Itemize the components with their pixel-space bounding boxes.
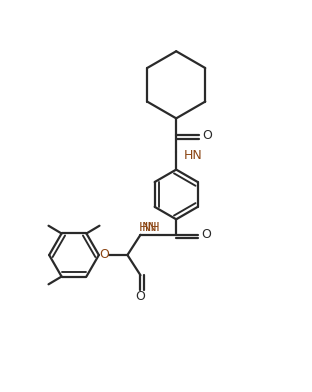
Text: HN: HN	[184, 149, 203, 162]
Text: O: O	[99, 248, 109, 261]
Text: O: O	[202, 129, 212, 142]
Text: O: O	[135, 290, 145, 303]
Text: HN: HN	[139, 221, 158, 234]
Text: NH: NH	[142, 221, 161, 234]
Text: O: O	[202, 228, 212, 241]
